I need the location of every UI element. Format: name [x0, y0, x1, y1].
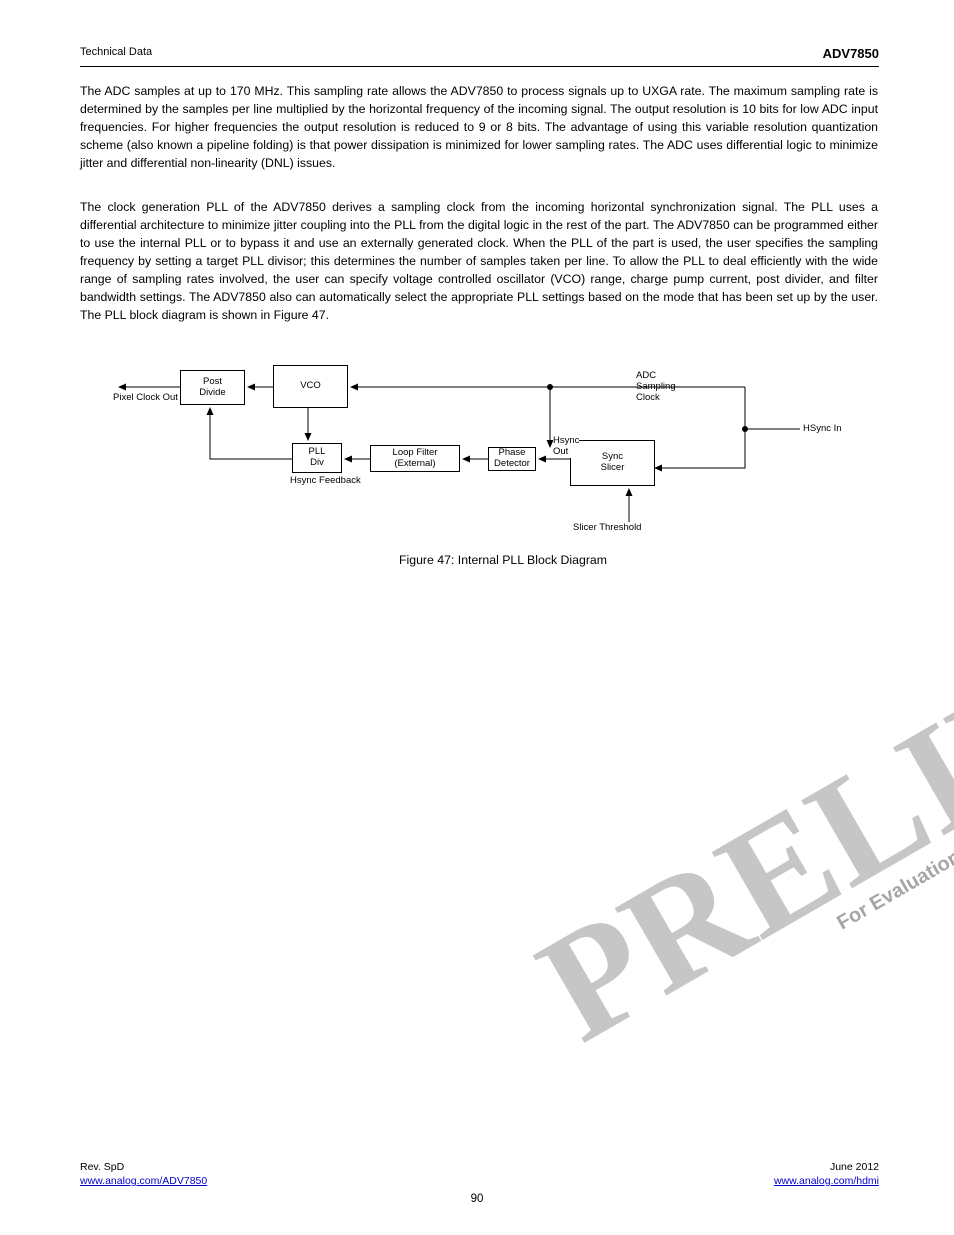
block-label-post-divide: Post Divide [199, 377, 225, 399]
block-post-divide: Post Divide [180, 370, 245, 405]
signal-label-adc-sampling-clock: ADC Sampling Clock [636, 371, 676, 404]
block-label-pll-div: PLL Div [309, 447, 326, 469]
footer-link-left[interactable]: www.analog.com/ADV7850 [80, 1175, 207, 1187]
signal-label-slicer-threshold: Slicer Threshold [573, 523, 641, 534]
block-pll-div: PLL Div [292, 443, 342, 473]
signal-label-hsync-in: HSync In [803, 424, 842, 435]
signal-label-hsync-feedback: Hsync Feedback [290, 476, 361, 487]
block-loop-filter: Loop Filter (External) [370, 445, 460, 472]
block-sync-slicer: Sync Slicer [570, 440, 655, 486]
footer-link-1[interactable]: www.analog.com/ADV7850 [80, 1175, 207, 1187]
block-vco: VCO [273, 365, 348, 408]
watermark-subtitle: For Evaluation Only. Consult Factory For… [588, 496, 954, 1077]
signal-label-hsync-out: Hsync Out [553, 436, 579, 458]
page-number: 90 [471, 1193, 484, 1205]
block-label-vco: VCO [300, 381, 321, 392]
junction-dot [742, 426, 748, 432]
pll-block-diagram: Post Divide VCO PLL Div Loop Filter (Ext… [0, 0, 954, 560]
junction-dot [547, 384, 553, 390]
block-label-phase-detector: Phase Detector [494, 448, 530, 470]
block-label-loop-filter: Loop Filter (External) [393, 448, 438, 470]
footer-link-right[interactable]: www.analog.com/hdmi [774, 1175, 879, 1187]
block-phase-detector: Phase Detector [488, 447, 536, 471]
footer-link-2[interactable]: www.analog.com/hdmi [774, 1175, 879, 1187]
page-footer: Rev. SpD June 2012 www.analog.com/ADV785… [80, 1161, 879, 1187]
footer-date: June 2012 [830, 1161, 879, 1173]
block-label-sync-slicer: Sync Slicer [601, 452, 625, 474]
footer-rev: Rev. SpD [80, 1161, 124, 1173]
signal-label-pixel-clock-out: Pixel Clock Out [113, 393, 178, 404]
